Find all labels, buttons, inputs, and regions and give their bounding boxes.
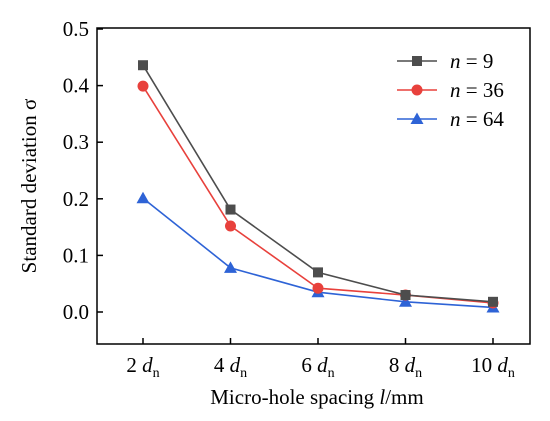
- plot-area-frame: [96, 27, 531, 345]
- data-point: [137, 80, 149, 92]
- data-point: [136, 191, 150, 204]
- x-tick-label: 10 dn: [471, 353, 515, 381]
- series-n-9: [138, 60, 498, 307]
- legend: n = 9 n = 36 n = 64: [397, 49, 504, 131]
- legend-label: n = 36: [450, 78, 504, 102]
- axes: 0.0 0.1 0.2 0.3 0.4 0.5 2 dn 4 dn 6 dn 8 dn 10 dn: [63, 17, 515, 381]
- legend-marker: [411, 84, 423, 96]
- y-tick-label: 0.3: [63, 130, 89, 154]
- y-tick-label: 0.1: [63, 243, 89, 267]
- data-point: [138, 60, 148, 71]
- legend-label: n = 64: [450, 107, 504, 131]
- data-point: [312, 282, 324, 294]
- y-tick-label: 0.2: [63, 187, 89, 211]
- x-tick-label: 8 dn: [389, 353, 422, 381]
- legend-item: n = 64: [397, 107, 504, 131]
- y-tick-label: 0.0: [63, 300, 89, 324]
- data-point: [225, 204, 236, 215]
- data-point: [400, 290, 411, 301]
- x-tick-label: 4 dn: [214, 353, 247, 381]
- y-axis-title: Standard deviation σ: [17, 99, 41, 274]
- series-line: [142, 64, 494, 303]
- legend-item: n = 9: [397, 49, 493, 73]
- data-point: [399, 295, 412, 307]
- legend-marker: [412, 56, 422, 66]
- y-tick-label: 0.4: [63, 74, 90, 98]
- legend-item: n = 36: [397, 78, 504, 102]
- data-point: [225, 220, 236, 232]
- data-point: [313, 267, 323, 278]
- legend-label: n = 9: [450, 49, 493, 73]
- x-tick-label: 6 dn: [301, 353, 334, 381]
- series-n-64: [136, 191, 500, 313]
- x-axis-title: Micro-hole spacing l/mm: [210, 385, 423, 409]
- series-layer: [136, 60, 500, 313]
- x-tick-label: 2 dn: [126, 353, 159, 381]
- y-tick-label: 0.5: [63, 17, 89, 41]
- data-point: [488, 296, 498, 307]
- data-point: [224, 261, 237, 273]
- legend-marker: [410, 112, 424, 124]
